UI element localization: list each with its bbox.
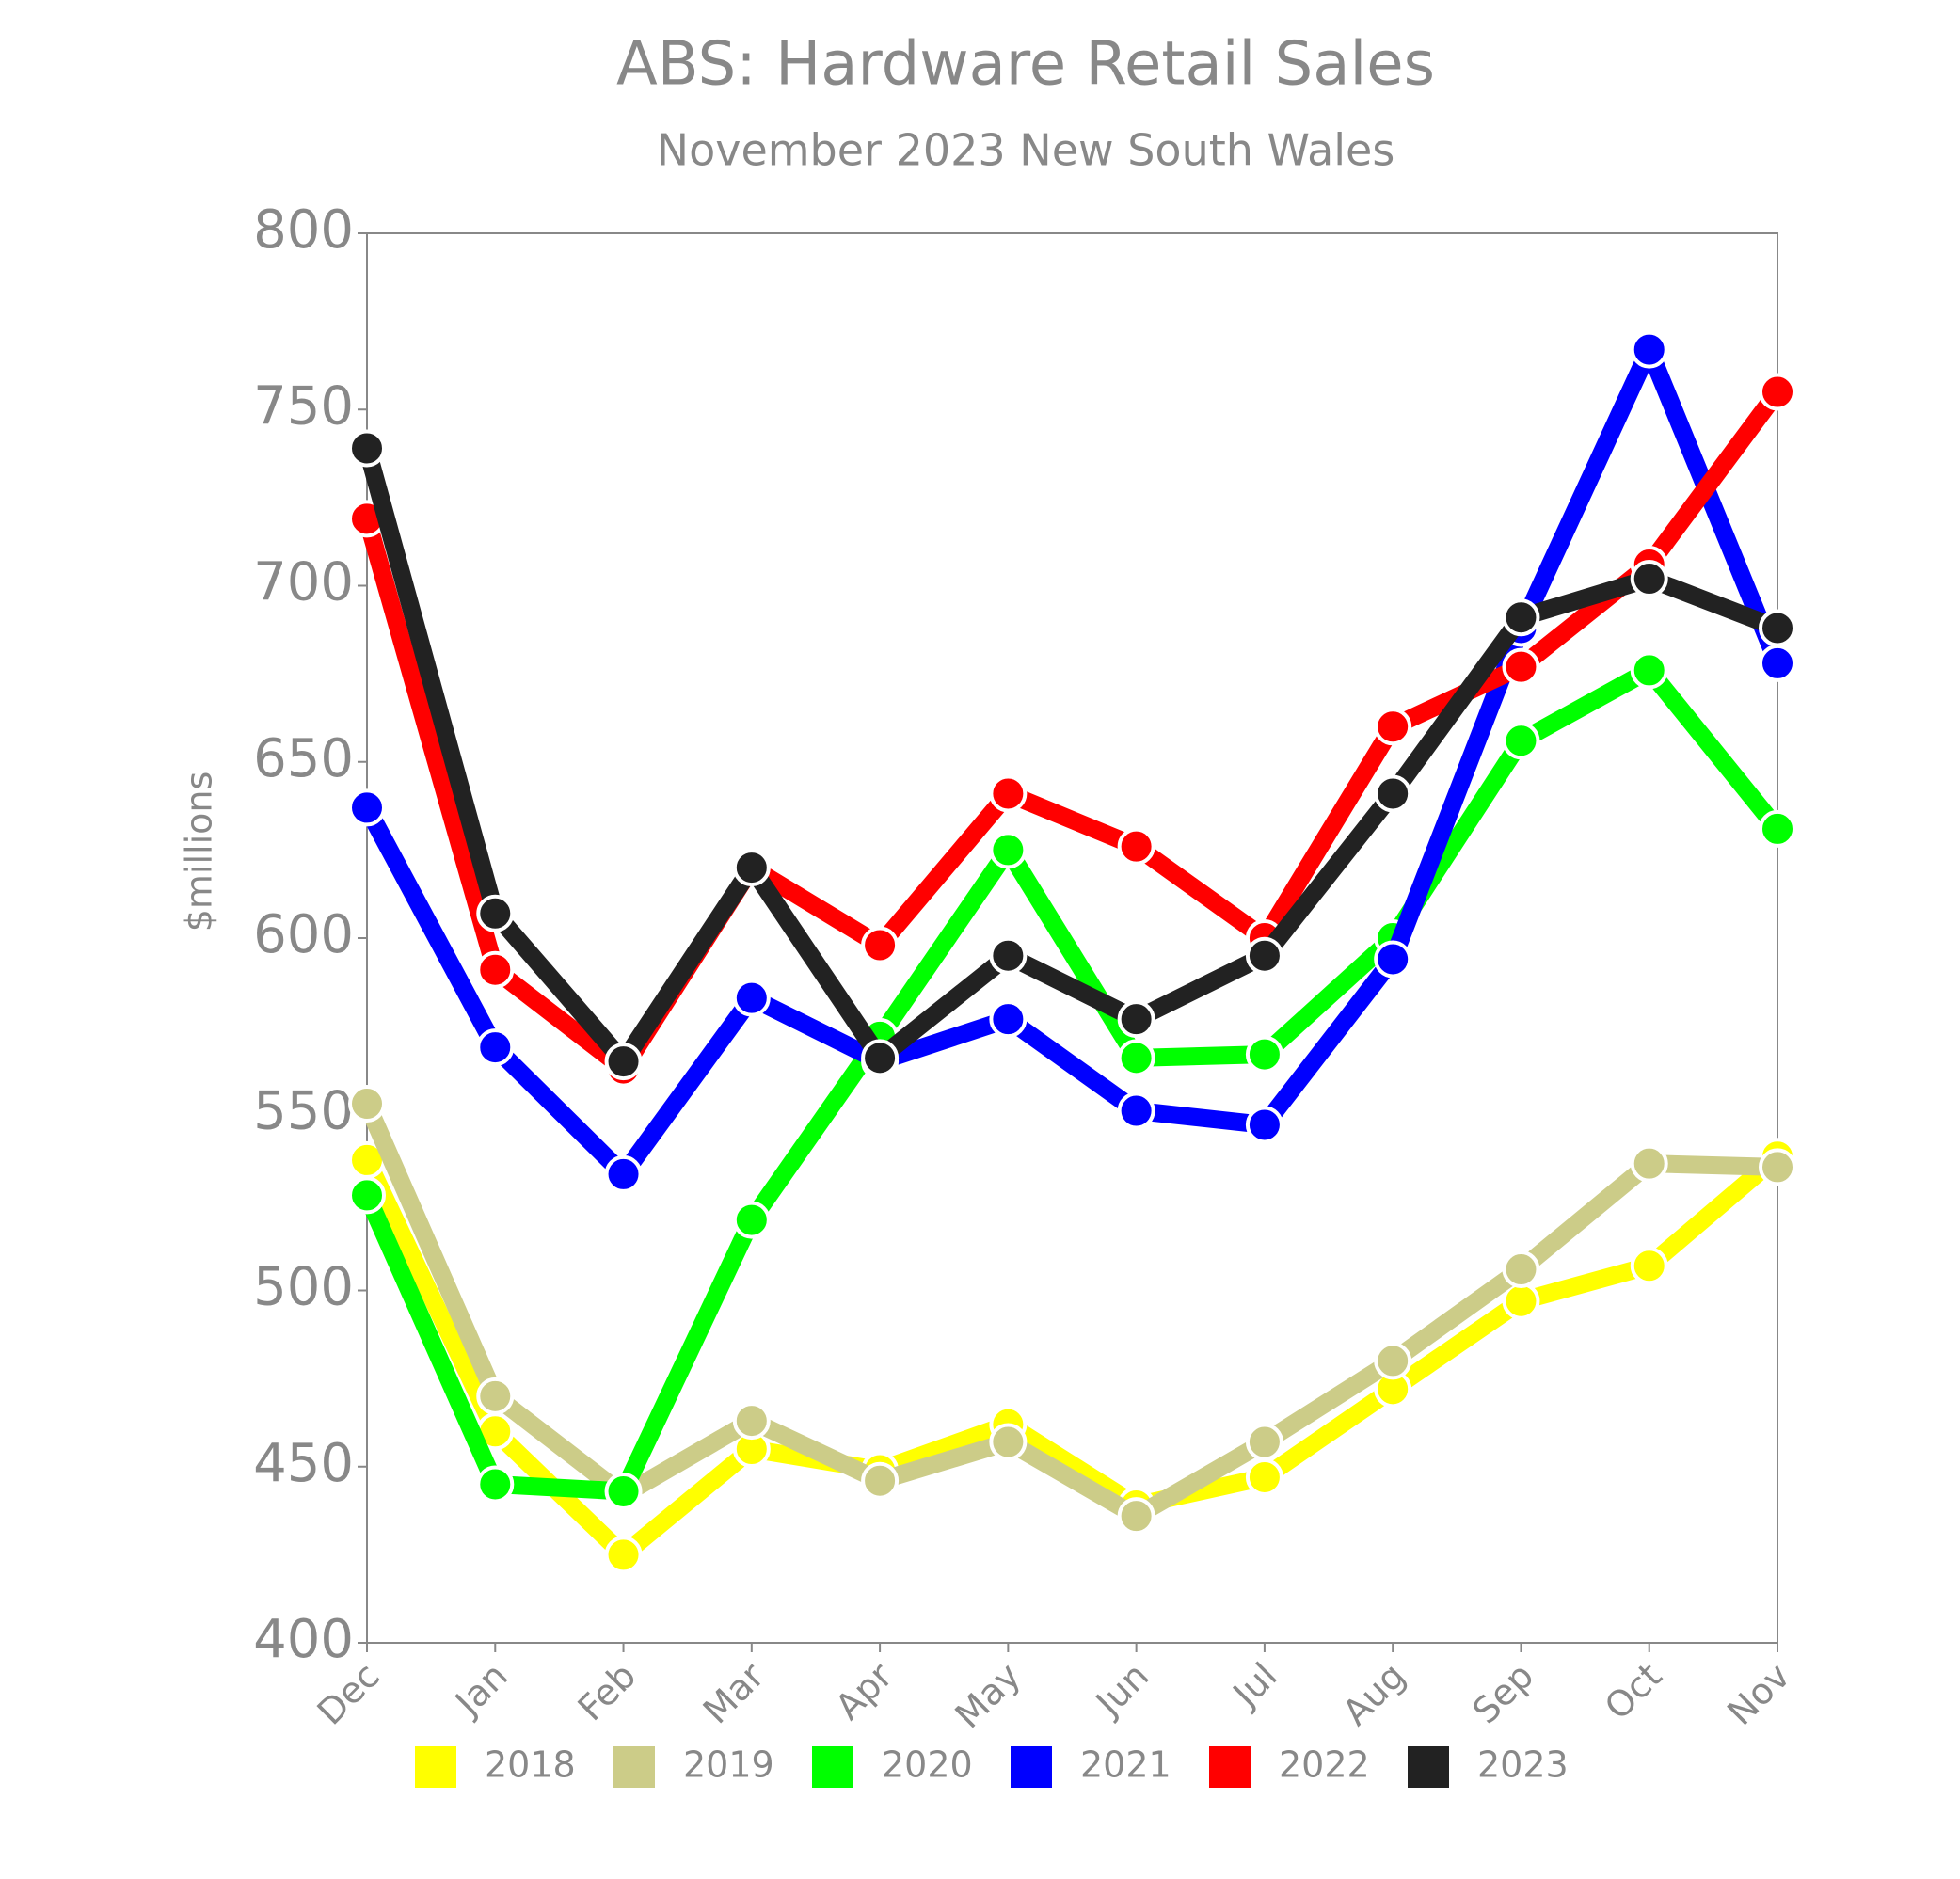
data-point (989, 1000, 1028, 1039)
data-point (476, 1377, 515, 1415)
y-tick-label: 800 (253, 199, 354, 261)
y-axis-label: $millions (179, 772, 220, 932)
y-tick-label: 750 (253, 375, 354, 437)
data-point (1374, 1342, 1412, 1380)
data-point (1502, 722, 1540, 760)
data-point (348, 1176, 386, 1215)
data-point (861, 1039, 900, 1077)
data-point (1117, 827, 1155, 866)
data-point (604, 1536, 643, 1574)
x-tick-label: May (947, 1655, 1028, 1737)
legend-swatch (1011, 1746, 1052, 1788)
data-point (732, 849, 771, 887)
series-line (358, 445, 1781, 1071)
data-point (1630, 651, 1668, 690)
x-tick-label: Feb (570, 1655, 645, 1729)
data-point (1245, 936, 1283, 975)
data-point (1374, 940, 1412, 979)
legend-label: 2022 (1279, 1744, 1370, 1786)
data-point (1117, 1091, 1155, 1130)
data-point (989, 936, 1028, 975)
series-line (359, 1100, 1778, 1525)
y-tick-label: 500 (253, 1257, 354, 1318)
data-point (1759, 809, 1796, 848)
data-point (1630, 1247, 1668, 1285)
legend-swatch (1209, 1746, 1251, 1788)
data-point (604, 1472, 643, 1510)
y-tick-label: 700 (253, 552, 354, 613)
legend-label: 2020 (882, 1744, 973, 1786)
y-tick-label: 650 (253, 728, 354, 789)
series-line (359, 661, 1785, 1501)
data-point (348, 788, 386, 827)
data-point (1502, 598, 1540, 637)
data-point (476, 950, 515, 989)
data-point (1502, 1282, 1540, 1320)
legend-label: 2019 (683, 1744, 774, 1786)
data-point (604, 1043, 643, 1081)
data-point (1374, 774, 1412, 813)
data-point (1502, 647, 1540, 686)
data-point (1117, 1039, 1155, 1077)
data-point (1630, 560, 1668, 598)
y-tick-label: 550 (253, 1080, 354, 1141)
data-point (348, 429, 386, 468)
data-point (1117, 1497, 1155, 1536)
data-point (1759, 644, 1796, 682)
x-tick-label: Oct (1597, 1655, 1670, 1728)
data-point (1630, 330, 1668, 369)
legend-label: 2021 (1080, 1744, 1171, 1786)
data-point (861, 1461, 900, 1500)
data-point (861, 926, 900, 964)
x-tick-label: Sep (1464, 1655, 1541, 1732)
series-line (359, 1149, 1784, 1564)
x-tick-label: Jun (1087, 1655, 1157, 1726)
legend-swatch (812, 1746, 853, 1788)
data-point (1630, 1144, 1668, 1183)
data-point (732, 1201, 771, 1239)
data-point (348, 1085, 386, 1123)
series-line (359, 341, 1786, 1184)
legend-swatch (613, 1746, 655, 1788)
data-point (1502, 1250, 1540, 1289)
data-point (1759, 1148, 1796, 1186)
data-point (476, 1028, 515, 1067)
legend-swatch (415, 1746, 456, 1788)
data-point (1245, 1035, 1283, 1074)
chart-subtitle: November 2023 New South Wales (657, 125, 1395, 176)
data-point (1759, 373, 1796, 411)
data-point (989, 1423, 1028, 1461)
data-point (1245, 1423, 1283, 1461)
data-point (1117, 1000, 1155, 1039)
data-point (476, 1465, 515, 1504)
x-tick-label: Jul (1224, 1655, 1285, 1716)
legend-label: 2018 (485, 1744, 576, 1786)
data-point (1245, 1106, 1283, 1144)
y-tick-label: 400 (253, 1609, 354, 1670)
x-tick-label: Apr (827, 1654, 900, 1728)
data-point (604, 1154, 643, 1193)
series-line (358, 386, 1785, 1078)
x-tick-label: Jan (446, 1655, 516, 1725)
data-point (1759, 609, 1796, 647)
x-tick-label: Nov (1719, 1655, 1798, 1734)
data-point (989, 831, 1028, 869)
data-point (732, 979, 771, 1017)
y-tick-label: 450 (253, 1433, 354, 1494)
y-tick-label: 600 (253, 904, 354, 965)
data-point (732, 1402, 771, 1441)
data-point (1245, 1457, 1283, 1496)
legend-swatch (1408, 1746, 1449, 1788)
data-point (989, 774, 1028, 813)
data-point (1374, 708, 1412, 746)
chart-title: ABS: Hardware Retail Sales (616, 30, 1435, 100)
data-point (476, 894, 515, 932)
legend-label: 2023 (1477, 1744, 1569, 1786)
x-tick-label: Mar (695, 1654, 773, 1731)
x-tick-label: Aug (1334, 1655, 1413, 1734)
